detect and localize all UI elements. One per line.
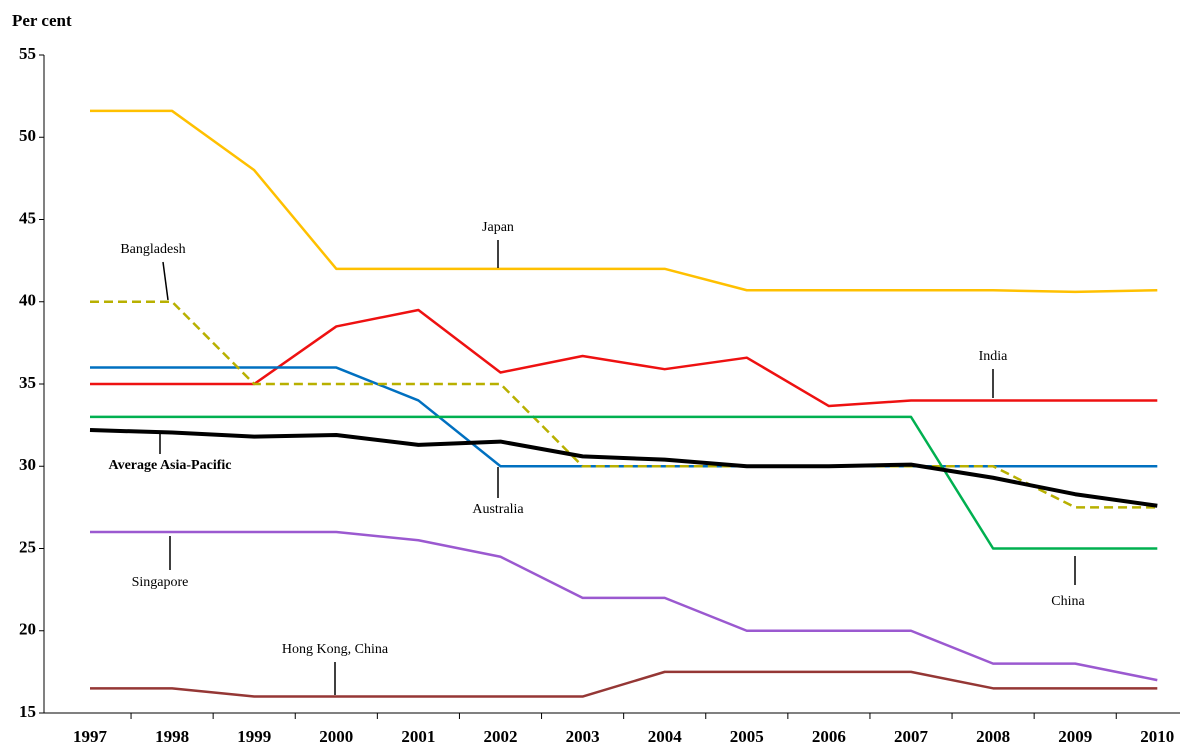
series-line [90,415,1158,550]
y-tick-label: 50 [19,126,36,145]
y-tick-label: 45 [19,208,36,227]
x-tick-label: 2009 [1058,727,1092,746]
y-tick-label: 15 [19,702,36,721]
series-line [90,308,1158,408]
leader-line [162,261,169,301]
series-label: Australia [472,502,524,517]
series-label: Average Asia-Pacific [109,458,232,473]
series-line [90,670,1158,698]
y-tick-label: 20 [19,620,36,639]
series-line [90,530,1158,682]
series-label: China [1051,594,1085,609]
series-line [90,300,1158,509]
x-tick-label: 2002 [484,727,518,746]
x-tick-label: 2004 [648,727,683,746]
series-label: Japan [482,220,514,235]
series-line [90,109,1158,294]
y-tick-label: 40 [19,291,36,310]
x-tick-label: 2006 [812,727,846,746]
x-tick-label: 2000 [319,727,353,746]
series-label: Singapore [132,575,189,590]
y-tick-label: 35 [19,373,36,392]
series-label: Hong Kong, China [282,642,389,657]
series-label: Bangladesh [120,242,185,257]
x-tick-label: 2007 [894,727,929,746]
y-tick-label: 25 [19,537,36,556]
x-tick-label: 2001 [401,727,435,746]
x-tick-label: 2010 [1140,727,1174,746]
x-tick-label: 1997 [73,727,108,746]
x-tick-label: 2003 [566,727,600,746]
x-tick-label: 1998 [155,727,189,746]
x-tick-label: 1999 [237,727,271,746]
y-axis-title: Per cent [12,11,72,30]
x-tick-label: 2008 [976,727,1010,746]
y-tick-label: 30 [19,455,36,474]
y-tick-label: 55 [19,44,36,63]
series-line [89,428,1158,508]
series-label: India [979,349,1009,364]
x-tick-label: 2005 [730,727,764,746]
